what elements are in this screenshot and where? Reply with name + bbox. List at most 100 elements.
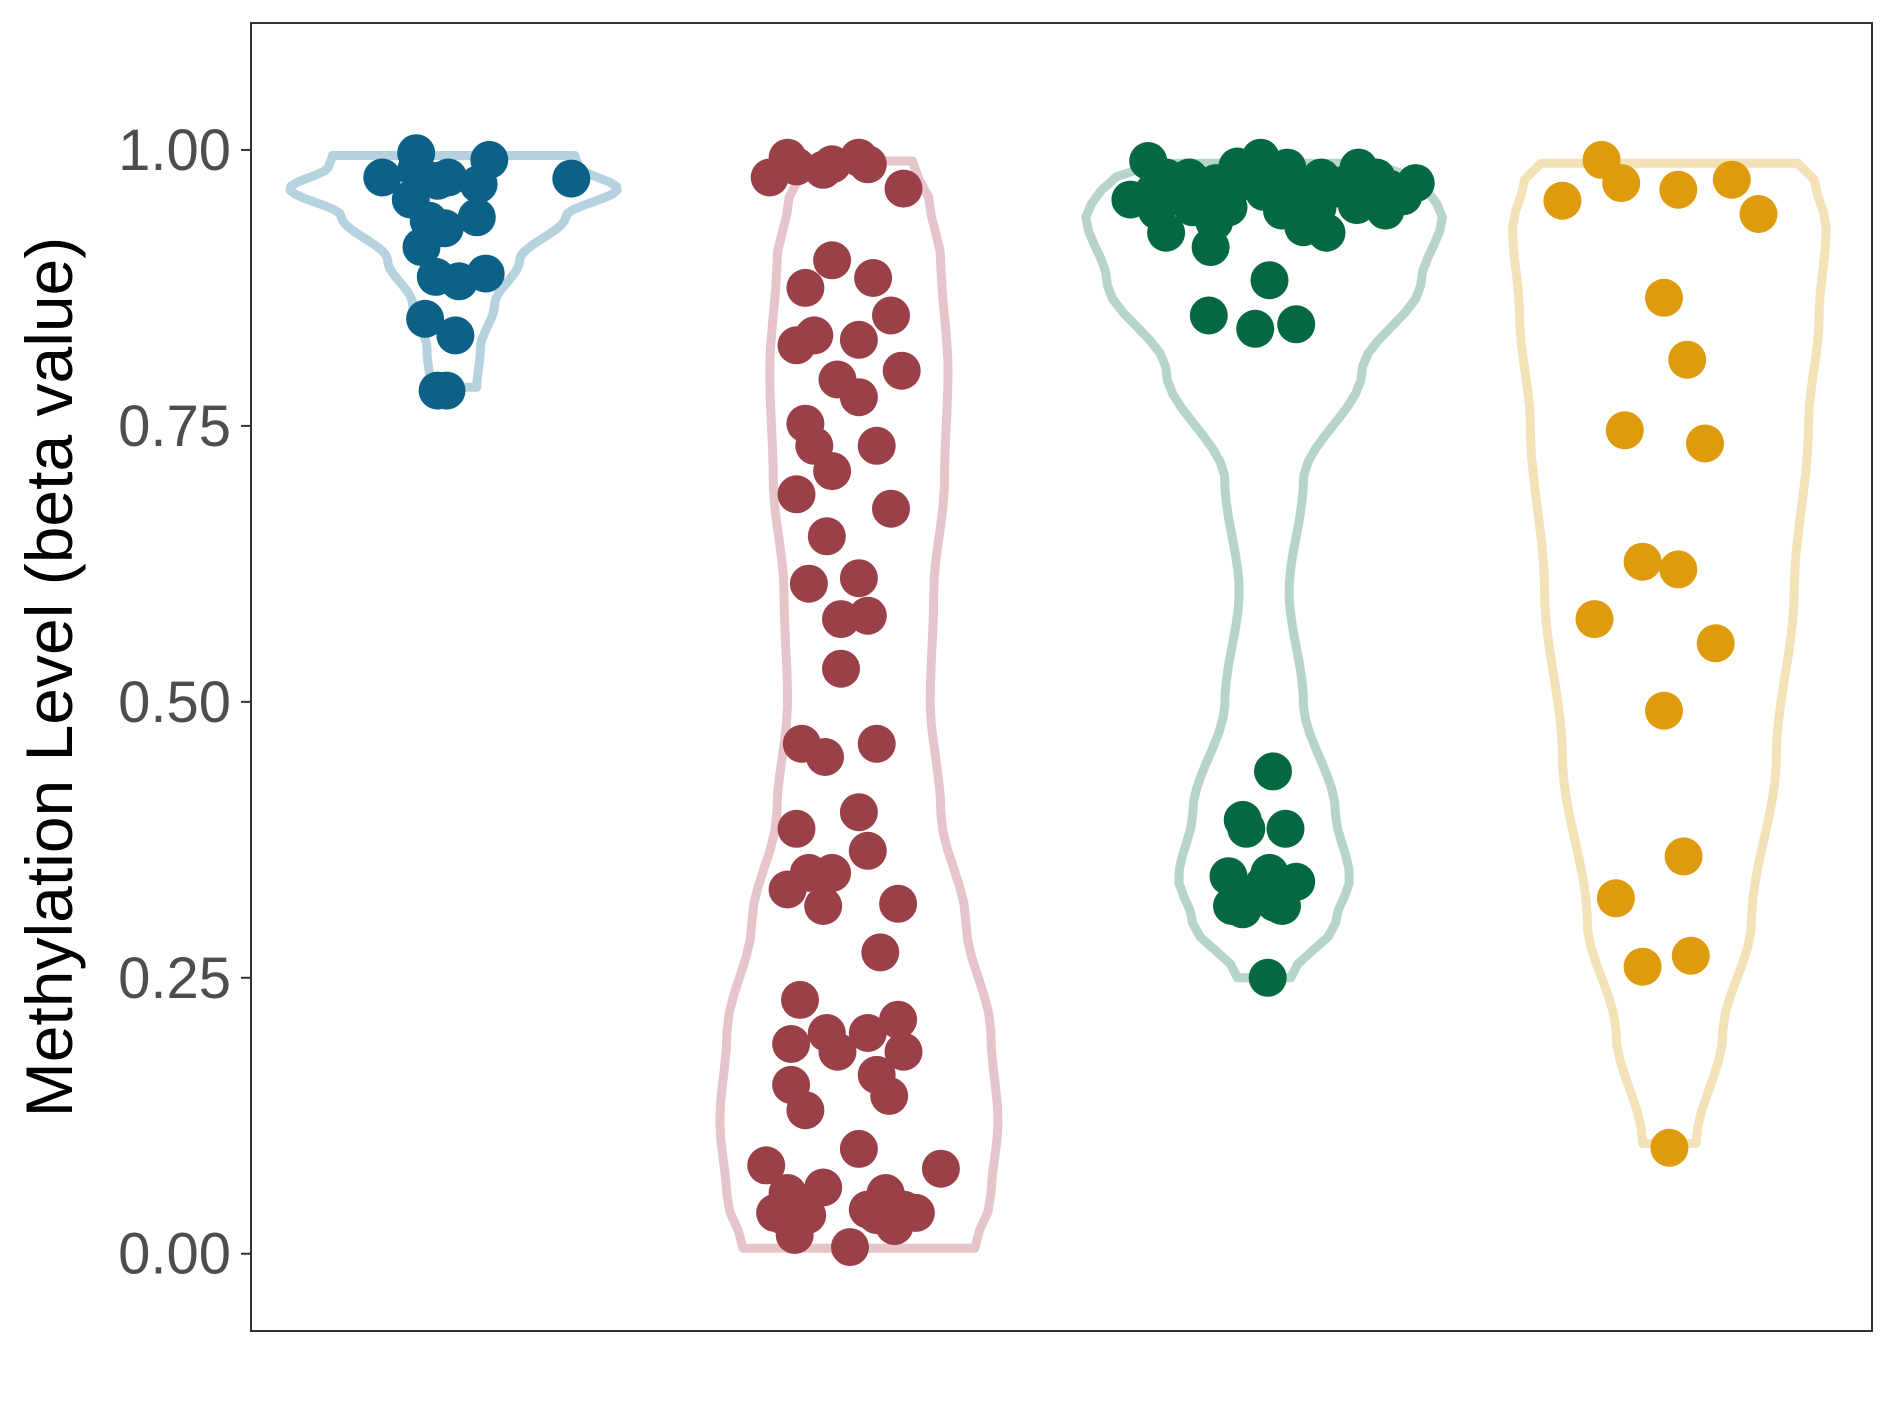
data-point [806, 738, 844, 776]
data-point [1668, 340, 1707, 379]
data-points [363, 134, 1778, 1267]
data-point [1250, 261, 1289, 300]
data-point [1307, 213, 1346, 252]
data-point [854, 259, 893, 297]
data-point [1366, 191, 1405, 230]
data-point [848, 831, 887, 870]
y-tick-label: 0.00 [118, 1222, 231, 1287]
data-point [406, 299, 445, 338]
data-point [813, 853, 852, 892]
data-point [1596, 879, 1635, 918]
data-point [470, 140, 509, 179]
data-point [1227, 809, 1266, 848]
data-point [1659, 550, 1698, 589]
data-point [786, 268, 825, 307]
data-point [839, 1129, 878, 1168]
data-point [1396, 164, 1435, 203]
data-point [1671, 936, 1710, 975]
data-point [466, 254, 505, 293]
data-point [872, 489, 910, 528]
data-point [804, 887, 843, 925]
data-point [1575, 600, 1614, 639]
data-point [1645, 278, 1683, 317]
data-point [1277, 305, 1316, 344]
data-point [848, 596, 887, 635]
data-point [436, 316, 475, 355]
data-point [848, 145, 887, 184]
data-point [831, 1228, 869, 1267]
data-point [1664, 837, 1703, 876]
data-point [839, 793, 878, 832]
data-point [1191, 228, 1230, 267]
data-point [1218, 147, 1257, 186]
data-point [857, 426, 896, 465]
data-point [872, 296, 910, 335]
data-point [1623, 542, 1662, 581]
data-point [839, 559, 878, 598]
data-point [552, 159, 591, 198]
data-point [1696, 624, 1735, 663]
data-point [363, 158, 402, 197]
data-point [795, 316, 834, 355]
data-point [882, 351, 921, 390]
data-point [822, 649, 860, 688]
data-point [870, 1076, 909, 1115]
data-point [861, 933, 900, 972]
data-point [795, 426, 834, 465]
data-point [813, 241, 852, 280]
data-point [1147, 213, 1186, 252]
data-point [804, 1168, 843, 1207]
data-point [1337, 186, 1376, 225]
data-point [1686, 424, 1724, 463]
data-point [1645, 691, 1683, 730]
data-point [425, 209, 464, 248]
data-point [1650, 1128, 1689, 1167]
panel-border [250, 22, 1873, 1332]
data-point [1659, 170, 1698, 209]
data-point [848, 1014, 887, 1052]
data-point [747, 1146, 786, 1185]
data-point [1263, 887, 1301, 925]
data-point [1739, 195, 1778, 233]
data-point [1254, 752, 1292, 791]
data-point [884, 169, 923, 208]
data-point [1712, 160, 1751, 199]
data-point [896, 1193, 935, 1232]
data-point [1623, 947, 1662, 986]
data-point [1268, 148, 1307, 187]
y-tick-label: 0.50 [118, 670, 231, 735]
data-point [775, 1216, 814, 1254]
data-point [1339, 148, 1378, 187]
data-point [457, 198, 496, 237]
y-axis-title: Methylation Level (beta value) [12, 237, 86, 1118]
y-tick-label: 0.75 [118, 394, 231, 459]
data-point [839, 378, 878, 417]
data-point [781, 980, 819, 1019]
data-point [777, 809, 816, 848]
data-point [1209, 857, 1248, 896]
data-point [857, 724, 896, 763]
data-point [786, 1091, 825, 1130]
data-point [839, 320, 878, 359]
data-point [1236, 309, 1275, 348]
data-point [1602, 164, 1641, 203]
data-point [1543, 181, 1582, 220]
data-point [1605, 411, 1644, 450]
data-point [921, 1149, 960, 1188]
y-tick-label: 0.25 [118, 946, 231, 1011]
violin-outline-4 [1508, 158, 1831, 1148]
data-point [1189, 296, 1228, 335]
data-point [789, 564, 828, 603]
data-point [772, 1025, 811, 1063]
y-axis: 0.00 0.25 0.50 0.75 1.00 [118, 118, 251, 1287]
data-point [879, 1000, 918, 1039]
data-point [777, 475, 816, 514]
data-point [879, 884, 918, 923]
y-tick-label: 1.00 [118, 118, 231, 183]
data-point [807, 517, 846, 556]
data-point [1248, 958, 1287, 997]
data-point [818, 1032, 857, 1071]
data-point [1266, 809, 1305, 848]
data-point [429, 158, 468, 197]
